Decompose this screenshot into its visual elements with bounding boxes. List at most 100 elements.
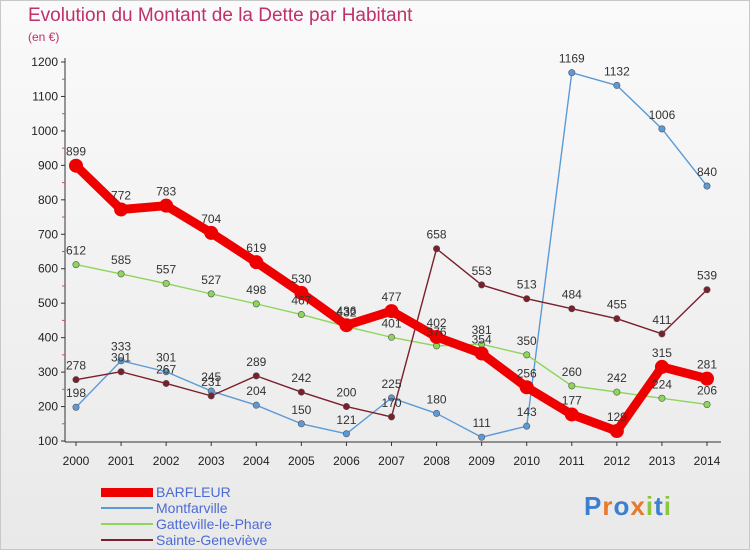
x-tick-label: 2012 (604, 454, 631, 468)
data-label: 242 (291, 371, 311, 385)
data-label: 260 (562, 365, 582, 379)
data-point (297, 311, 305, 319)
data-point (613, 388, 621, 396)
data-label: 436 (336, 304, 356, 318)
data-point (162, 368, 170, 376)
data-label: 333 (111, 340, 131, 354)
data-label: 224 (652, 377, 672, 391)
legend-label: Montfarville (156, 500, 228, 516)
data-label: 658 (427, 228, 447, 242)
data-point (117, 368, 125, 376)
data-point (162, 280, 170, 288)
data-point (72, 261, 80, 269)
data-point (564, 407, 579, 422)
data-label: 281 (697, 358, 717, 372)
data-point (433, 409, 441, 417)
data-label: 170 (381, 396, 401, 410)
legend-swatch (101, 539, 153, 541)
data-label: 783 (156, 185, 176, 199)
data-point (433, 245, 441, 253)
y-tick-label: 800 (38, 193, 58, 207)
data-label: 467 (291, 294, 311, 308)
legend-swatch (101, 487, 153, 497)
data-label: 225 (381, 377, 401, 391)
data-point (69, 158, 83, 173)
data-label: 411 (652, 313, 671, 327)
y-tick-label: 600 (38, 262, 58, 276)
data-label: 557 (156, 263, 176, 277)
data-point (384, 304, 399, 319)
data-point (387, 413, 395, 421)
data-point (114, 202, 129, 217)
data-label: 301 (111, 351, 131, 365)
data-point (387, 394, 395, 402)
data-label: 1169 (559, 52, 585, 66)
data-label: 539 (697, 269, 717, 283)
data-point (523, 295, 531, 303)
x-tick-label: 2010 (513, 454, 540, 468)
data-label: 899 (66, 145, 86, 159)
data-label: 231 (201, 375, 221, 389)
logo-letter: P (584, 491, 603, 521)
data-point (478, 281, 486, 289)
data-label: 1132 (604, 64, 630, 78)
data-point (297, 388, 305, 396)
data-label: 242 (607, 371, 627, 385)
chart-title: Evolution du Montant de la Dette par Hab… (28, 5, 413, 26)
data-point (654, 359, 669, 374)
data-label: 477 (381, 290, 401, 304)
y-tick-label: 1000 (31, 124, 58, 138)
data-point (478, 433, 486, 441)
data-point (703, 182, 711, 190)
data-point (429, 329, 444, 344)
data-label: 204 (246, 384, 266, 398)
data-label: 278 (66, 359, 86, 373)
y-tick-label: 1200 (31, 55, 58, 69)
x-tick-label: 2005 (288, 454, 315, 468)
data-point (207, 392, 215, 400)
data-point (342, 403, 350, 411)
data-label: 245 (201, 370, 221, 384)
data-label: 289 (246, 355, 266, 369)
data-label: 350 (517, 334, 537, 348)
legend-label: BARFLEUR (156, 484, 231, 500)
data-label: 177 (562, 393, 582, 407)
data-label: 619 (246, 241, 266, 255)
data-point (252, 372, 260, 380)
data-label: 111 (473, 416, 492, 430)
data-point (252, 401, 260, 409)
logo-letter: r (602, 491, 614, 521)
data-label: 121 (336, 413, 356, 427)
data-label: 267 (156, 362, 176, 376)
data-label: 455 (607, 298, 627, 312)
data-point (159, 198, 174, 213)
y-tick-label: 200 (38, 400, 58, 414)
data-point (700, 371, 714, 386)
y-tick-label: 500 (38, 296, 58, 310)
data-point (568, 305, 576, 313)
data-label: 198 (66, 386, 86, 400)
y-tick-label: 900 (38, 158, 58, 172)
logo-letter: o (613, 491, 631, 521)
data-point (72, 376, 80, 384)
data-point (609, 424, 624, 439)
data-label: 513 (517, 278, 537, 292)
data-label: 354 (472, 332, 492, 346)
data-point (568, 382, 576, 390)
data-point (297, 420, 305, 428)
x-tick-label: 2002 (153, 454, 180, 468)
legend-swatch (101, 507, 153, 509)
data-label: 840 (697, 165, 717, 179)
data-point (252, 300, 260, 308)
data-point (613, 81, 621, 89)
data-label: 381 (472, 323, 492, 337)
x-tick-label: 2006 (333, 454, 360, 468)
data-point (703, 400, 711, 408)
x-tick-label: 2007 (378, 454, 405, 468)
x-tick-label: 2000 (63, 454, 90, 468)
data-point (658, 125, 666, 133)
data-label: 612 (66, 244, 86, 258)
data-label: 129 (607, 410, 627, 424)
logo-letter: i (645, 491, 655, 521)
